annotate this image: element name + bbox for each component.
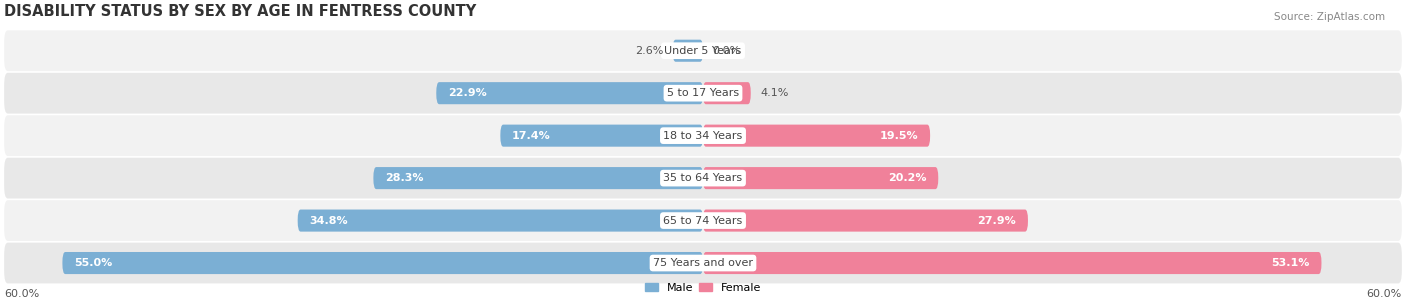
- Text: 27.9%: 27.9%: [977, 216, 1017, 226]
- FancyBboxPatch shape: [4, 243, 1402, 283]
- FancyBboxPatch shape: [4, 200, 1402, 241]
- Text: 53.1%: 53.1%: [1271, 258, 1310, 268]
- Text: Under 5 Years: Under 5 Years: [665, 46, 741, 56]
- FancyBboxPatch shape: [703, 209, 1028, 232]
- FancyBboxPatch shape: [501, 125, 703, 147]
- FancyBboxPatch shape: [374, 167, 703, 189]
- Text: 18 to 34 Years: 18 to 34 Years: [664, 131, 742, 141]
- Text: 65 to 74 Years: 65 to 74 Years: [664, 216, 742, 226]
- Text: 60.0%: 60.0%: [1367, 289, 1402, 299]
- FancyBboxPatch shape: [4, 73, 1402, 114]
- FancyBboxPatch shape: [4, 30, 1402, 71]
- FancyBboxPatch shape: [62, 252, 703, 274]
- Text: DISABILITY STATUS BY SEX BY AGE IN FENTRESS COUNTY: DISABILITY STATUS BY SEX BY AGE IN FENTR…: [4, 4, 477, 19]
- Legend: Male, Female: Male, Female: [644, 282, 762, 293]
- FancyBboxPatch shape: [436, 82, 703, 104]
- FancyBboxPatch shape: [703, 252, 1322, 274]
- Text: 22.9%: 22.9%: [449, 88, 486, 98]
- FancyBboxPatch shape: [703, 167, 938, 189]
- Text: 35 to 64 Years: 35 to 64 Years: [664, 173, 742, 183]
- FancyBboxPatch shape: [703, 125, 931, 147]
- Text: 17.4%: 17.4%: [512, 131, 551, 141]
- Text: 2.6%: 2.6%: [636, 46, 664, 56]
- Text: 0.0%: 0.0%: [713, 46, 741, 56]
- FancyBboxPatch shape: [4, 158, 1402, 199]
- Text: 5 to 17 Years: 5 to 17 Years: [666, 88, 740, 98]
- Text: 60.0%: 60.0%: [4, 289, 39, 299]
- Text: 34.8%: 34.8%: [309, 216, 347, 226]
- Text: 19.5%: 19.5%: [880, 131, 918, 141]
- FancyBboxPatch shape: [672, 40, 703, 62]
- FancyBboxPatch shape: [4, 115, 1402, 156]
- Text: 4.1%: 4.1%: [761, 88, 789, 98]
- FancyBboxPatch shape: [298, 209, 703, 232]
- Text: 28.3%: 28.3%: [385, 173, 423, 183]
- FancyBboxPatch shape: [703, 82, 751, 104]
- Text: 55.0%: 55.0%: [75, 258, 112, 268]
- Text: 75 Years and over: 75 Years and over: [652, 258, 754, 268]
- Text: 20.2%: 20.2%: [889, 173, 927, 183]
- Text: Source: ZipAtlas.com: Source: ZipAtlas.com: [1274, 12, 1385, 22]
